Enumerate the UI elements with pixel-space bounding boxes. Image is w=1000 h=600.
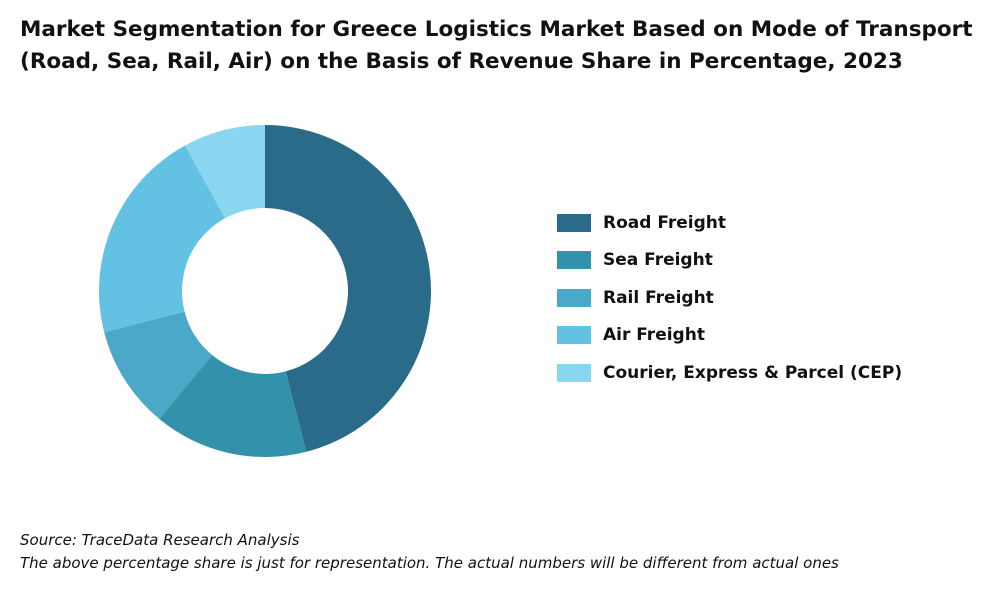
legend-item: Sea Freight	[557, 242, 902, 280]
legend-item: Road Freight	[557, 204, 902, 242]
legend-label: Rail Freight	[603, 287, 714, 308]
source-text: Source: TraceData Research Analysis	[20, 531, 300, 549]
disclaimer-text: The above percentage share is just for r…	[20, 554, 839, 572]
chart-title-line-1: Market Segmentation for Greece Logistics…	[20, 17, 973, 42]
legend-label: Air Freight	[603, 325, 705, 346]
legend-label: Sea Freight	[603, 250, 713, 271]
footer: Source: TraceData Research Analysis The …	[20, 529, 839, 575]
legend-swatch	[557, 288, 591, 307]
donut-slice-air-freight	[99, 145, 226, 333]
legend-label: Road Freight	[603, 212, 726, 233]
legend-item: Air Freight	[557, 317, 902, 355]
donut-slice-rail-freight	[104, 311, 213, 419]
chart-title: Market Segmentation for Greece Logistics…	[20, 14, 990, 78]
donut-slice-courier-express-parcel-cep	[185, 125, 265, 219]
legend: Road Freight Sea Freight Rail Freight Air F…	[557, 204, 902, 392]
donut-slice-sea-freight	[159, 354, 307, 457]
legend-swatch	[557, 251, 591, 270]
legend-swatch	[557, 213, 591, 232]
legend-swatch	[557, 363, 591, 382]
legend-swatch	[557, 326, 591, 345]
legend-label: Courier, Express & Parcel (CEP)	[603, 362, 903, 383]
chart-title-line-2: (Road, Sea, Rail, Air) on the Basis of R…	[20, 49, 903, 74]
donut-slice-road-freight	[265, 125, 431, 452]
legend-item: Rail Freight	[557, 279, 902, 317]
legend-item: Courier, Express & Parcel (CEP)	[557, 354, 902, 392]
